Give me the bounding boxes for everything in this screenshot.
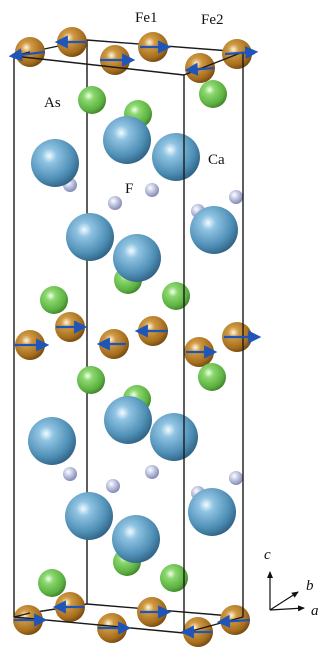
label-ca: Ca xyxy=(208,152,225,168)
ca-atom xyxy=(188,488,236,536)
axis-a-label: a xyxy=(311,603,319,619)
axis-b-arrow xyxy=(269,591,299,611)
as-atom xyxy=(199,80,227,108)
ca-atom xyxy=(28,417,76,465)
f-atom xyxy=(229,471,243,485)
ca-atom xyxy=(66,213,114,261)
f-atom xyxy=(63,467,77,481)
axis-triad xyxy=(267,571,305,612)
f-atom xyxy=(106,479,120,493)
spin-arrows-layer xyxy=(8,35,262,639)
ca-atom xyxy=(65,492,113,540)
f-atom xyxy=(145,465,159,479)
label-as: As xyxy=(44,95,61,111)
axis-a-arrow xyxy=(269,605,305,612)
label-fe1: Fe1 xyxy=(135,10,158,26)
as-atom xyxy=(38,569,66,597)
label-fe2: Fe2 xyxy=(201,12,224,28)
ca-atom xyxy=(113,234,161,282)
spin-arrow xyxy=(216,614,251,628)
ca-atom xyxy=(112,515,160,563)
as-atom xyxy=(40,286,68,314)
ca-atom xyxy=(104,396,152,444)
ca-atom xyxy=(150,413,198,461)
as-atom xyxy=(78,86,106,114)
f-atom xyxy=(145,183,159,197)
as-atom xyxy=(198,363,226,391)
ca-atom xyxy=(152,133,200,181)
f-atom xyxy=(229,190,243,204)
as-atom xyxy=(160,564,188,592)
as-atom xyxy=(162,282,190,310)
axis-b-label: b xyxy=(306,578,314,594)
f-atom xyxy=(108,196,122,210)
label-f: F xyxy=(125,181,133,197)
spin-arrow xyxy=(224,46,259,60)
axis-c-label: c xyxy=(264,547,271,563)
ca-atom xyxy=(190,206,238,254)
spin-arrow xyxy=(184,62,215,76)
as-atom xyxy=(77,366,105,394)
ca-atom xyxy=(31,139,79,187)
spin-arrow xyxy=(8,48,46,62)
ca-atom xyxy=(103,116,151,164)
atoms-layer xyxy=(13,27,252,647)
